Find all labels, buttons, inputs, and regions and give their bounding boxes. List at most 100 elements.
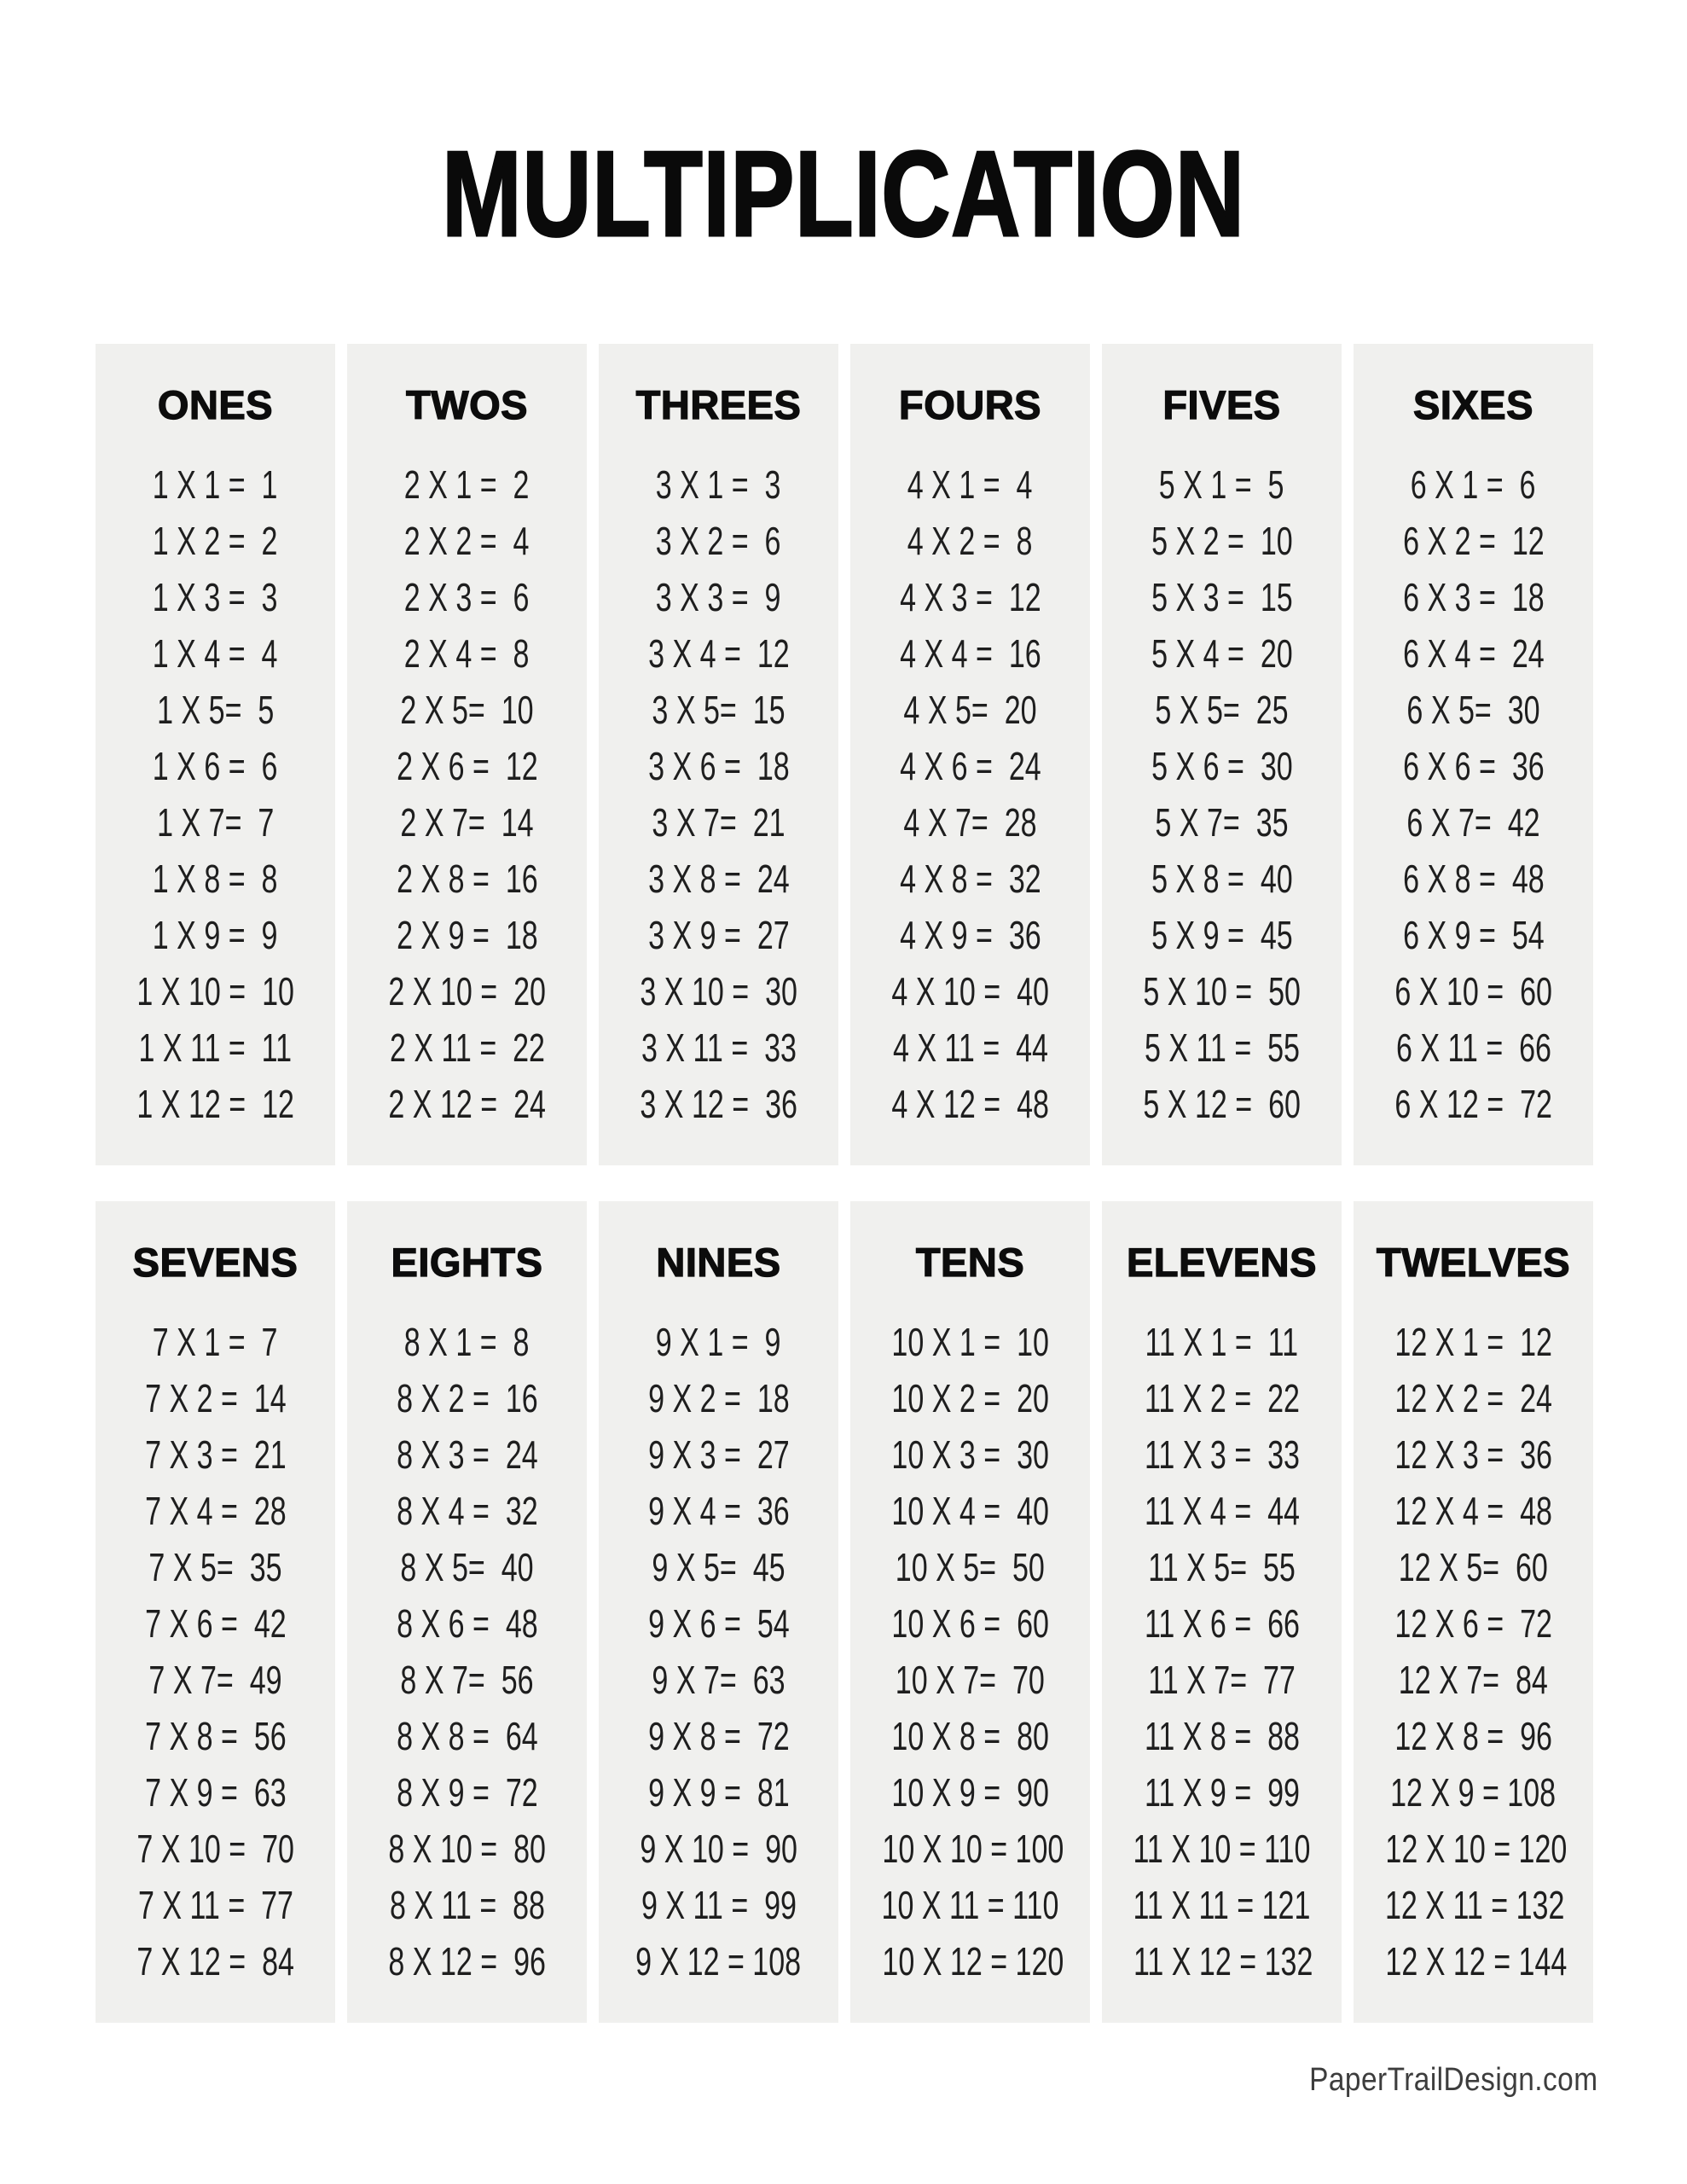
- equation-text: 10 X 1 = 10: [891, 1320, 1049, 1364]
- equation-list: 10 X 1 = 10 10 X 2 = 20 10 X 3 = 30 10 X 4 …: [850, 1314, 1090, 1989]
- equation-text: 1 X 6 = 6: [153, 744, 278, 788]
- equation-text: 7 X 12 = 84: [136, 1939, 294, 1984]
- equation-row: 4 X 6 = 24: [850, 738, 1090, 794]
- equation-text: 11 X 9 = 99: [1144, 1770, 1300, 1815]
- equation-row: 3 X 12 = 36: [599, 1076, 838, 1132]
- sevens-table-heading: SEVENS: [132, 1239, 299, 1285]
- equation-text: 10 X 6 = 60: [891, 1601, 1049, 1646]
- equation-row: 1 X 3 = 3: [96, 569, 335, 625]
- equation-row: 3 X 1 = 3: [599, 456, 838, 513]
- equation-row: 10 X 12 = 120: [850, 1933, 1090, 1989]
- equation-text: 11 X 1 = 11: [1145, 1320, 1299, 1364]
- fours-table: FOURS 4 X 1 = 4 4 X 2 = 8 4 X 3 = 12 4 X 4 …: [850, 344, 1090, 1165]
- tens-table-heading: TENS: [915, 1239, 1025, 1285]
- equation-row: 4 X 2 = 8: [850, 513, 1090, 569]
- twelves-table: TWELVES 12 X 1 = 12 12 X 2 = 24 12 X 3 = 3…: [1354, 1201, 1593, 2023]
- equation-row: 5 X 6 = 30: [1102, 738, 1342, 794]
- equation-text: 12 X 10 = 120: [1385, 1827, 1568, 1871]
- equation-text: 7 X 7= 49: [148, 1658, 282, 1702]
- equation-row: 8 X 5= 40: [347, 1539, 587, 1595]
- equation-list: 3 X 1 = 3 3 X 2 = 6 3 X 3 = 9 3 X 4 = 12 3 X…: [599, 456, 838, 1132]
- equation-text: 6 X 12 = 72: [1394, 1082, 1552, 1126]
- equation-text: 6 X 1 = 6: [1411, 462, 1536, 507]
- equation-row: 1 X 6 = 6: [96, 738, 335, 794]
- equation-text: 8 X 6 = 48: [396, 1601, 538, 1646]
- equation-text: 2 X 3 = 6: [404, 575, 530, 619]
- nines-table: NINES 9 X 1 = 9 9 X 2 = 18 9 X 3 = 27 9 X 4…: [599, 1201, 838, 2023]
- equation-text: 3 X 4 = 12: [647, 631, 790, 676]
- equation-row: 4 X 12 = 48: [850, 1076, 1090, 1132]
- equation-text: 6 X 4 = 24: [1402, 631, 1545, 676]
- equation-list: 5 X 1 = 5 5 X 2 = 10 5 X 3 = 15 5 X 4 = 20 5…: [1102, 456, 1342, 1132]
- equation-text: 2 X 9 = 18: [396, 913, 538, 957]
- equation-list: 4 X 1 = 4 4 X 2 = 8 4 X 3 = 12 4 X 4 = 16 4 …: [850, 456, 1090, 1132]
- equation-row: 11 X 9 = 99: [1102, 1764, 1342, 1821]
- equation-text: 5 X 6 = 30: [1151, 744, 1293, 788]
- sixes-table: SIXES 6 X 1 = 6 6 X 2 = 12 6 X 3 = 18 6 X 4…: [1354, 344, 1593, 1165]
- equation-row: 11 X 2 = 22: [1102, 1370, 1342, 1426]
- equation-text: 8 X 8 = 64: [396, 1714, 538, 1758]
- equation-text: 12 X 9 = 108: [1390, 1770, 1557, 1815]
- equation-text: 5 X 9 = 45: [1151, 913, 1293, 957]
- equation-row: 1 X 4 = 4: [96, 625, 335, 682]
- equation-row: 11 X 10 = 110: [1102, 1821, 1342, 1877]
- equation-row: 5 X 3 = 15: [1102, 569, 1342, 625]
- equation-row: 7 X 7= 49: [96, 1652, 335, 1708]
- page-title-container: MULTIPLICATION: [0, 126, 1687, 262]
- equation-text: 2 X 1 = 2: [404, 462, 530, 507]
- equation-row: 7 X 8 = 56: [96, 1708, 335, 1764]
- equation-row: 3 X 10 = 30: [599, 963, 838, 1019]
- equation-text: 7 X 5= 35: [148, 1545, 282, 1589]
- equation-row: 7 X 3 = 21: [96, 1426, 335, 1483]
- page-title: MULTIPLICATION: [441, 126, 1245, 262]
- equation-row: 11 X 7= 77: [1102, 1652, 1342, 1708]
- equation-text: 9 X 10 = 90: [640, 1827, 797, 1871]
- equation-text: 5 X 11 = 55: [1144, 1025, 1300, 1070]
- equation-text: 12 X 6 = 72: [1394, 1601, 1552, 1646]
- equation-row: 12 X 7= 84: [1354, 1652, 1593, 1708]
- equation-row: 8 X 9 = 72: [347, 1764, 587, 1821]
- equation-row: 6 X 3 = 18: [1354, 569, 1593, 625]
- equation-text: 9 X 2 = 18: [647, 1376, 790, 1420]
- equation-row: 5 X 2 = 10: [1102, 513, 1342, 569]
- equation-row: 9 X 3 = 27: [599, 1426, 838, 1483]
- nines-table-heading: NINES: [656, 1239, 781, 1285]
- equation-text: 7 X 10 = 70: [136, 1827, 294, 1871]
- equation-row: 10 X 1 = 10: [850, 1314, 1090, 1370]
- equation-list: 2 X 1 = 2 2 X 2 = 4 2 X 3 = 6 2 X 4 = 8 2 X …: [347, 456, 587, 1132]
- equation-text: 5 X 12 = 60: [1143, 1082, 1301, 1126]
- equation-text: 2 X 10 = 20: [388, 969, 546, 1014]
- equation-row: 3 X 3 = 9: [599, 569, 838, 625]
- equation-text: 11 X 5= 55: [1148, 1545, 1296, 1589]
- equation-text: 1 X 3 = 3: [153, 575, 278, 619]
- equation-text: 9 X 7= 63: [652, 1658, 786, 1702]
- equation-row: 9 X 1 = 9: [599, 1314, 838, 1370]
- equation-text: 12 X 3 = 36: [1394, 1432, 1552, 1477]
- equation-row: 8 X 2 = 16: [347, 1370, 587, 1426]
- elevens-table-heading: ELEVENS: [1126, 1239, 1317, 1285]
- equation-row: 6 X 12 = 72: [1354, 1076, 1593, 1132]
- equation-text: 10 X 12 = 120: [882, 1939, 1064, 1984]
- equation-text: 11 X 3 = 33: [1144, 1432, 1300, 1477]
- equation-text: 9 X 12 = 108: [635, 1939, 802, 1984]
- elevens-table: ELEVENS 11 X 1 = 11 11 X 2 = 22 11 X 3 = 3…: [1102, 1201, 1342, 2023]
- equation-row: 5 X 7= 35: [1102, 794, 1342, 851]
- equation-text: 10 X 9 = 90: [891, 1770, 1049, 1815]
- equation-row: 11 X 5= 55: [1102, 1539, 1342, 1595]
- equation-text: 12 X 5= 60: [1398, 1545, 1549, 1589]
- eights-table-heading: EIGHTS: [391, 1239, 543, 1285]
- equation-text: 4 X 10 = 40: [891, 969, 1049, 1014]
- equation-text: 3 X 3 = 9: [656, 575, 781, 619]
- equation-row: 6 X 1 = 6: [1354, 456, 1593, 513]
- equation-row: 1 X 8 = 8: [96, 851, 335, 907]
- equation-text: 8 X 10 = 80: [388, 1827, 546, 1871]
- equation-row: 8 X 6 = 48: [347, 1595, 587, 1652]
- equation-text: 9 X 11 = 99: [641, 1883, 797, 1927]
- equation-row: 8 X 10 = 80: [347, 1821, 587, 1877]
- equation-row: 5 X 5= 25: [1102, 682, 1342, 738]
- equation-row: 5 X 4 = 20: [1102, 625, 1342, 682]
- equation-text: 8 X 4 = 32: [396, 1489, 538, 1533]
- equation-row: 7 X 1 = 7: [96, 1314, 335, 1370]
- equation-text: 11 X 4 = 44: [1144, 1489, 1300, 1533]
